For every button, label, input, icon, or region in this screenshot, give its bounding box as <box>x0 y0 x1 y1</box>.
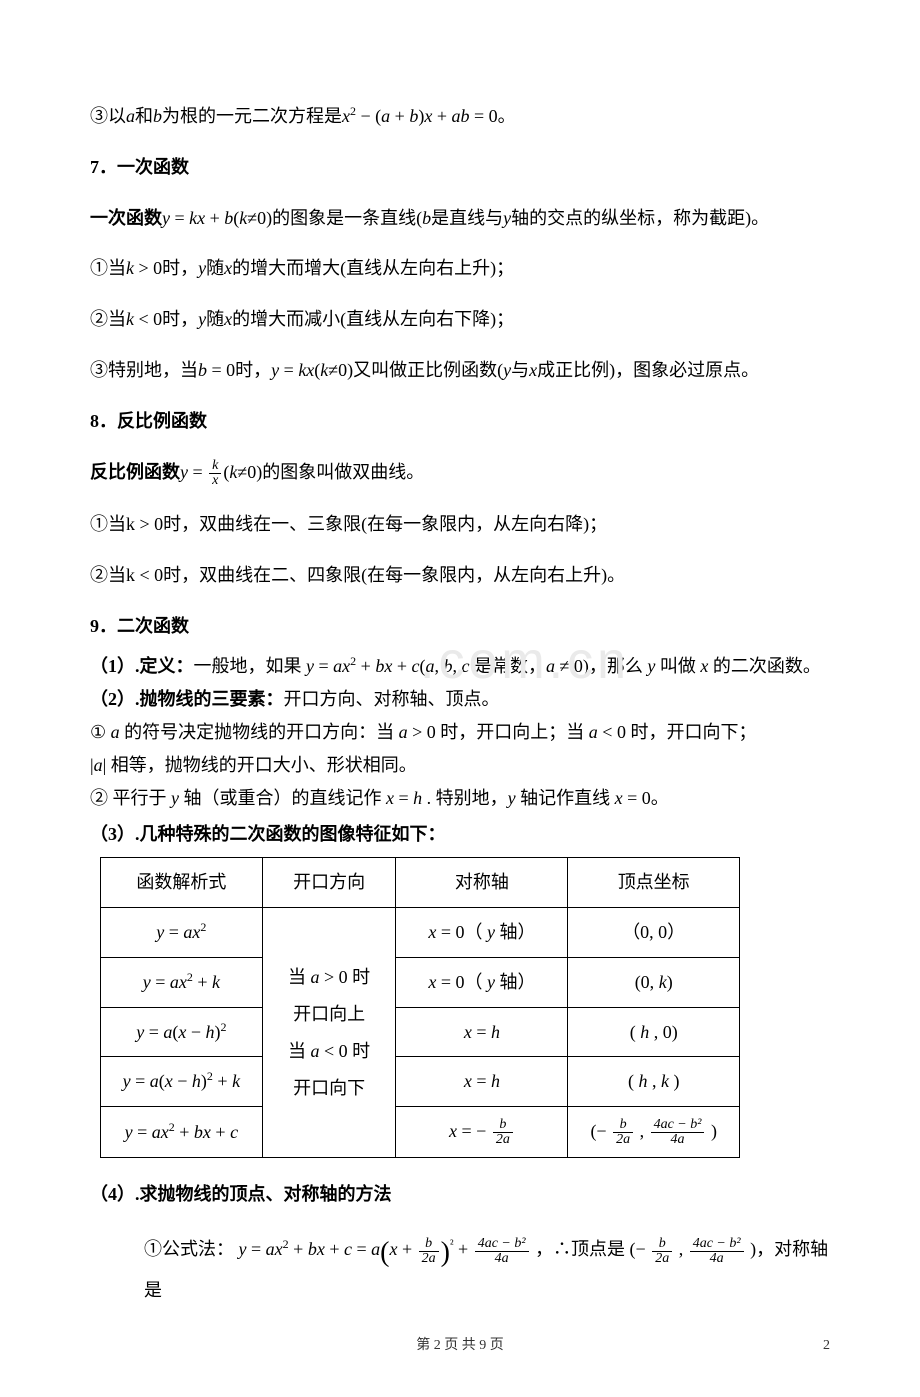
table-row: y = ax2 当 a > 0 时 开口向上 当 a < 0 时 开口向下 x … <box>101 907 740 957</box>
formula-line: ①公式法： y = ax2 + bx + c = a(x + b 2a )² +… <box>144 1231 830 1305</box>
dir-l1: 当 a > 0 时 <box>269 963 390 992</box>
characteristics-table: 函数解析式 开口方向 对称轴 顶点坐标 y = ax2 当 a > 0 时 开口… <box>100 857 740 1158</box>
page-root: .com.cn ③以a和b为根的一元二次方程是x2 − (a + b)x + a… <box>0 0 920 1397</box>
table-row: y = ax2 + k x = 0（ y 轴） (0, k) <box>101 957 740 1007</box>
heading-inverse: 8．反比例函数 <box>90 407 830 436</box>
para-linear-def: 一次函数y = kx + b(k≠0)的图象是一条直线(b是直线与y轴的交点的纵… <box>90 204 830 233</box>
q2-label: （2）.抛物线的三要素： <box>90 689 284 709</box>
heading-linear: 7．一次函数 <box>90 153 830 182</box>
cell-axis: x = − b 2a <box>396 1107 568 1158</box>
cell-vertex: (0, k) <box>568 957 740 1007</box>
para-inverse-def: 反比例函数y = k x (k≠0)的图象叫做双曲线。 <box>90 458 830 488</box>
para-kneg: ②当k < 0时，y随x的增大而减小(直线从左向右下降)； <box>90 305 830 334</box>
formula-label: ①公式法： <box>144 1239 234 1259</box>
q1-body: 一般地，如果 y = ax2 + bx + c(a, b, c 是常数，a ≠ … <box>194 656 821 676</box>
table-wrap: 函数解析式 开口方向 对称轴 顶点坐标 y = ax2 当 a > 0 时 开口… <box>100 857 830 1158</box>
cell-expr: y = ax2 + bx + c <box>101 1107 263 1158</box>
frac-kx: k x <box>209 459 221 488</box>
cell-expr: y = a(x − h)2 <box>101 1007 263 1057</box>
cell-axis: x = h <box>396 1007 568 1057</box>
cell-axis: x = 0（ y 轴） <box>396 907 568 957</box>
table-row: y = a(x − h)2 x = h ( h , 0) <box>101 1007 740 1057</box>
cell-expr: y = ax2 <box>101 907 263 957</box>
para-kpos: ①当k > 0时，y随x的增大而增大(直线从左向右上升)； <box>90 254 830 283</box>
table-header-row: 函数解析式 开口方向 对称轴 顶点坐标 <box>101 858 740 908</box>
q2: （2）.抛物线的三要素：开口方向、对称轴、顶点。 <box>90 685 830 714</box>
dir-l2: 开口向上 <box>269 1000 390 1029</box>
cell-vertex: ( h , 0) <box>568 1007 740 1057</box>
cell-vertex: (− b2a , 4ac − b²4a ) <box>568 1107 740 1158</box>
bold-inverse: 反比例函数 <box>90 462 180 482</box>
frac-kx-den: x <box>209 473 221 488</box>
q2-body: 开口方向、对称轴、顶点。 <box>284 689 500 709</box>
q1: （1）.定义：一般地，如果 y = ax2 + bx + c(a, b, c 是… <box>90 652 830 681</box>
th-axis: 对称轴 <box>396 858 568 908</box>
table-row: y = ax2 + bx + c x = − b 2a (− b2a , 4ac… <box>101 1107 740 1158</box>
cell-axis: x = 0（ y 轴） <box>396 957 568 1007</box>
q2-l2: |a| 相等，抛物线的开口大小、形状相同。 <box>90 751 830 780</box>
cell-direction: 当 a > 0 时 开口向上 当 a < 0 时 开口向下 <box>262 907 396 1158</box>
cell-vertex: ( h , k ) <box>568 1057 740 1107</box>
th-dir: 开口方向 <box>262 858 396 908</box>
dir-l4: 开口向下 <box>269 1074 390 1103</box>
para-inv-kneg: ②当k < 0时，双曲线在二、四象限(在每一象限内，从左向右上升)。 <box>90 561 830 590</box>
para-roots-eq: ③以a和b为根的一元二次方程是x2 − (a + b)x + ab = 0。 <box>90 102 830 131</box>
cell-axis: x = h <box>396 1057 568 1107</box>
cell-vertex: （0, 0） <box>568 907 740 957</box>
th-vertex: 顶点坐标 <box>568 858 740 908</box>
q2-l3: ② 平行于 y 轴（或重合）的直线记作 x = h . 特别地，y 轴记作直线 … <box>90 784 830 813</box>
heading-quadratic: 9．二次函数 <box>90 612 830 641</box>
q4-heading: （4）.求抛物线的顶点、对称轴的方法 <box>90 1180 830 1209</box>
cell-expr: y = ax2 + k <box>101 957 263 1007</box>
frac-kx-num: k <box>209 459 221 473</box>
dir-l3: 当 a < 0 时 <box>269 1037 390 1066</box>
cell-expr: y = a(x − h)2 + k <box>101 1057 263 1107</box>
footer-page-number: 2 <box>823 1335 830 1357</box>
page-footer: 第 2 页 共 9 页 2 <box>90 1335 830 1357</box>
table-row: y = a(x − h)2 + k x = h ( h , k ) <box>101 1057 740 1107</box>
q3: （3）.几种特殊的二次函数的图像特征如下： <box>90 820 830 849</box>
footer-center: 第 2 页 共 9 页 <box>416 1338 504 1353</box>
para-bzero: ③特别地，当b = 0时，y = kx(k≠0)又叫做正比例函数(y与x成正比例… <box>90 356 830 385</box>
q1-label: （1）.定义： <box>90 656 194 676</box>
frac-b-num: b <box>493 1118 513 1132</box>
para-inv-kpos: ①当k > 0时，双曲线在一、三象限(在每一象限内，从左向右降)； <box>90 510 830 539</box>
frac-2a-den: 2a <box>493 1132 513 1147</box>
th-expr: 函数解析式 <box>101 858 263 908</box>
q2-l1: ① a 的符号决定抛物线的开口方向：当 a > 0 时，开口向上；当 a < 0… <box>90 718 830 747</box>
